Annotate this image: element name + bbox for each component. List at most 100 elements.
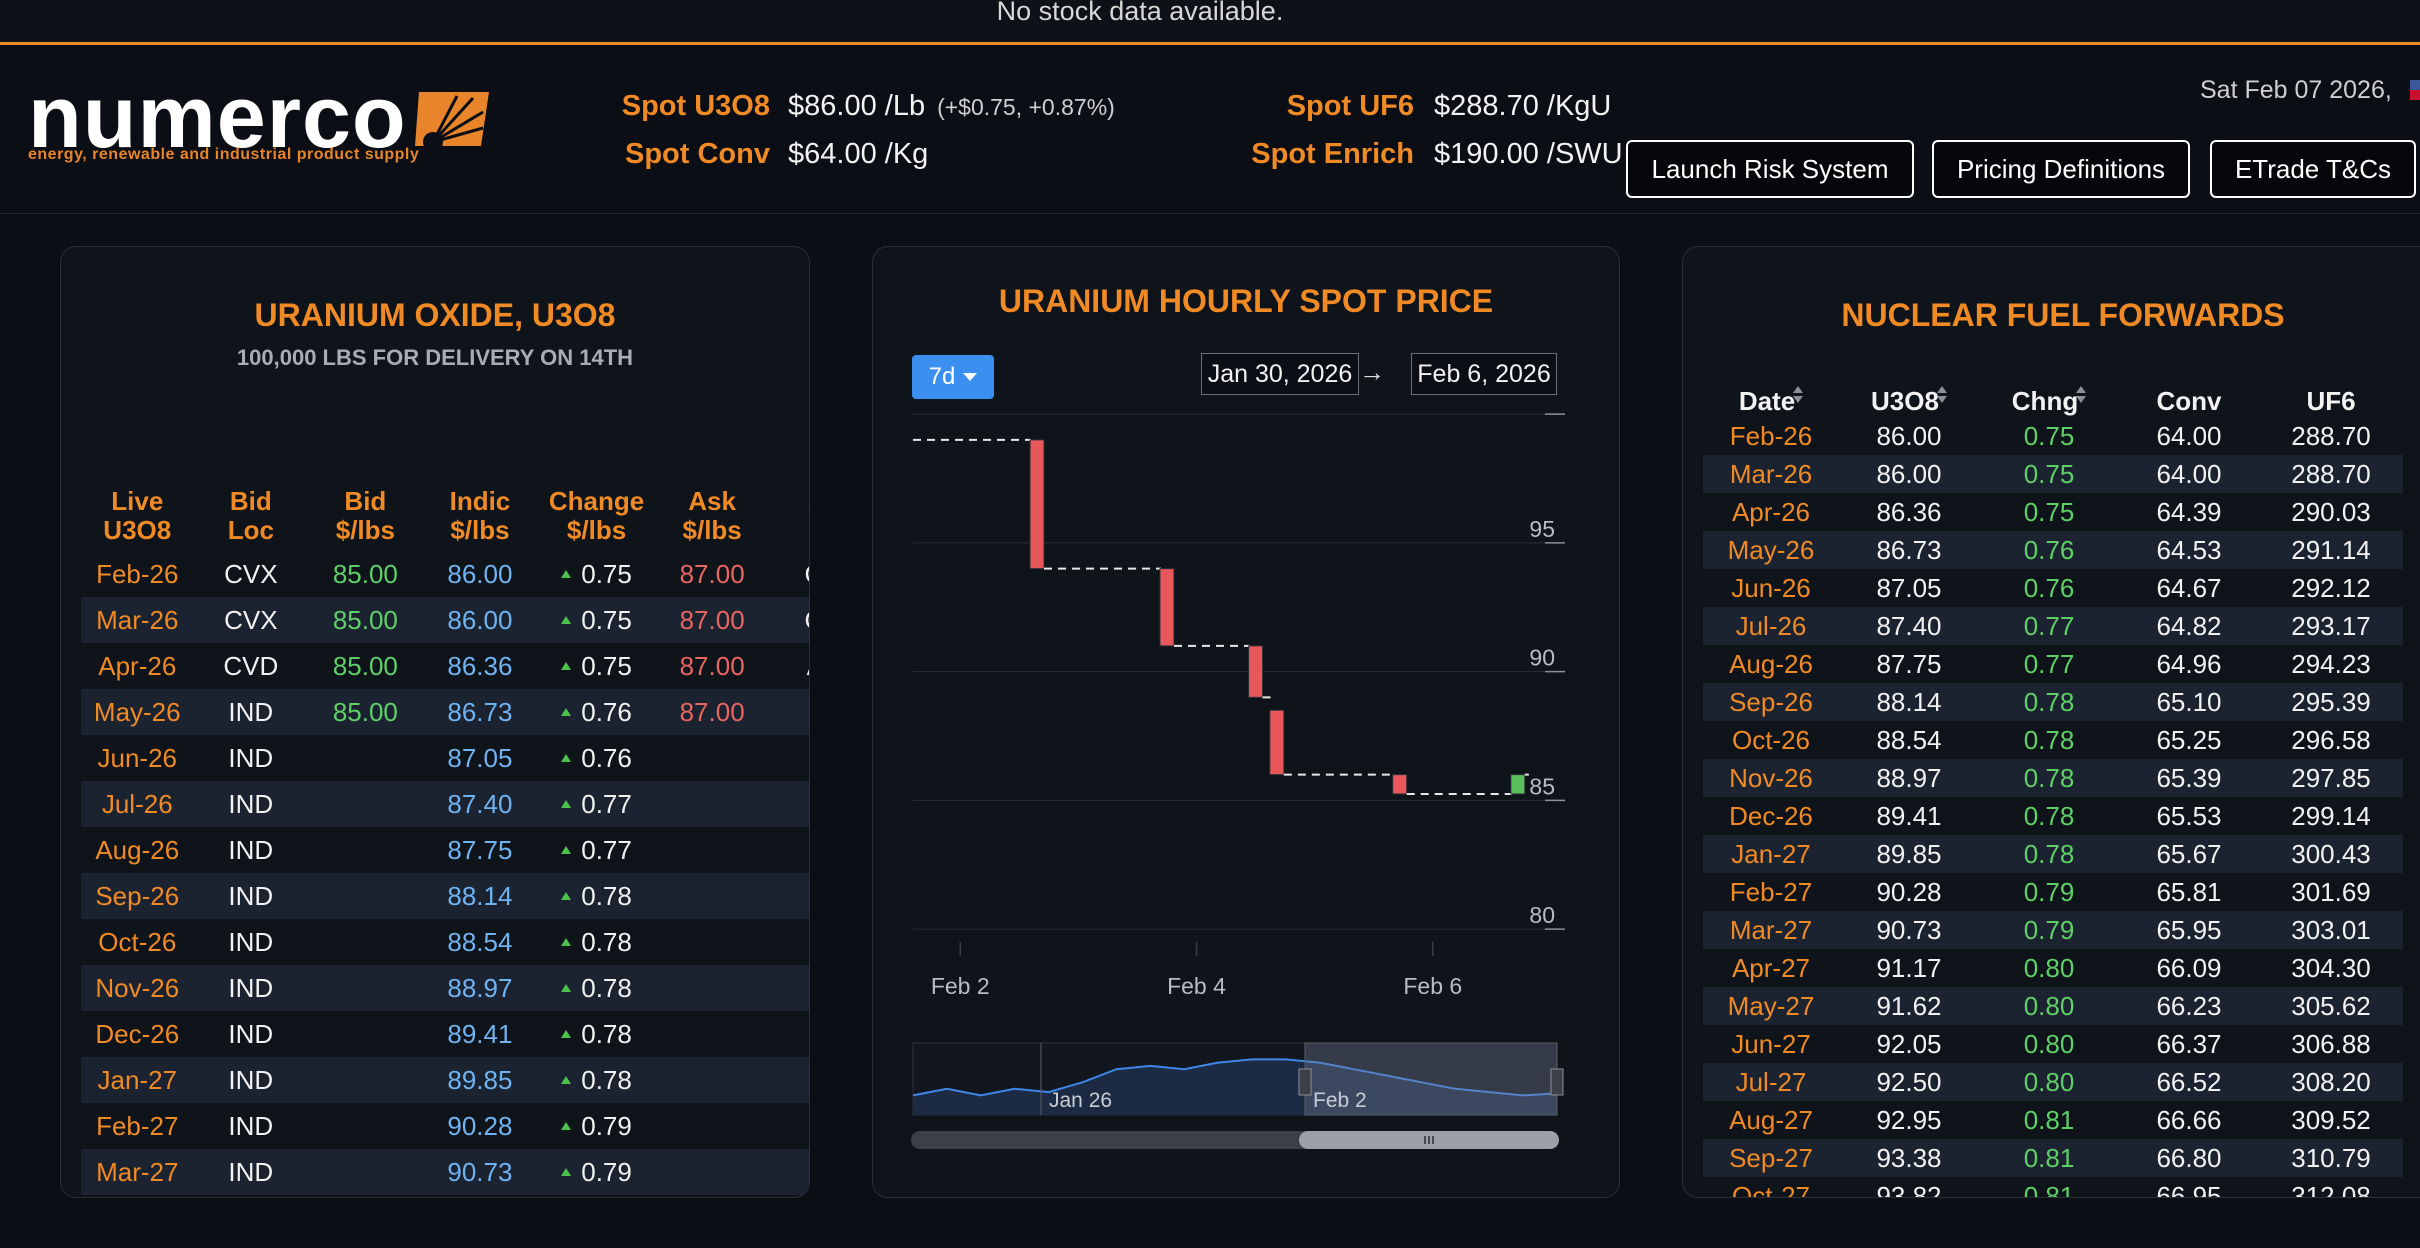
oxide-row[interactable]: Jun-26 IND 87.05 0.76 IN — [81, 735, 809, 781]
forwards-cell: 89.85 — [1839, 835, 1979, 873]
forwards-row[interactable]: Apr-26 86.36 0.75 64.39 290.03 — [1703, 493, 2403, 531]
up-arrow-icon — [561, 891, 572, 900]
oxide-row[interactable]: Oct-26 IND 88.54 0.78 IN — [81, 919, 809, 965]
forwards-cell: Feb-27 — [1729, 876, 1813, 907]
pricing-definitions-button[interactable]: Pricing Definitions — [1932, 140, 2190, 198]
change-value: 0.77 — [581, 788, 632, 819]
forwards-row[interactable]: Jun-27 92.05 0.80 66.37 306.88 — [1703, 1025, 2403, 1063]
date-from-input[interactable]: Jan 30, 2026 — [1201, 353, 1359, 395]
y-tick-label: 95 — [1529, 516, 1555, 542]
sort-icon[interactable] — [1936, 386, 1947, 404]
oxide-cell — [656, 1103, 769, 1149]
header-label: U3O8 — [1871, 386, 1939, 416]
sort-icon[interactable] — [2076, 386, 2087, 404]
forwards-col-header[interactable]: Conv — [2119, 369, 2259, 417]
forwards-row[interactable]: Oct-27 93.82 0.81 66.95 312.08 — [1703, 1177, 2403, 1198]
oxide-cell: 0.77 — [537, 827, 656, 873]
forwards-row[interactable]: Sep-27 93.38 0.81 66.80 310.79 — [1703, 1139, 2403, 1177]
hourly-price-chart[interactable]: 95 90 85 80 Feb 2 Feb 4 Feb 6 Jan 26 Feb 2 — [873, 247, 1620, 1198]
header-line: U3O8 — [103, 515, 172, 545]
header-line: Indic — [449, 486, 511, 516]
forwards-row[interactable]: Apr-27 91.17 0.80 66.09 304.30 — [1703, 949, 2403, 987]
forwards-row[interactable]: Jul-26 87.40 0.77 64.82 293.17 — [1703, 607, 2403, 645]
up-arrow-icon — [561, 615, 572, 624]
forwards-row[interactable]: Jul-27 92.50 0.80 66.52 308.20 — [1703, 1063, 2403, 1101]
sort-icon[interactable] — [1793, 386, 1804, 404]
header-line: Live — [111, 486, 164, 516]
us-flag-icon — [2410, 80, 2420, 100]
oxide-row[interactable]: Feb-27 IND 90.28 0.79 IN — [81, 1103, 809, 1149]
up-arrow-icon — [561, 753, 572, 762]
forwards-col-header[interactable]: Chng — [1979, 369, 2119, 417]
oxide-cell: 87.00 — [655, 689, 769, 735]
oxide-cell: 86.00 — [422, 597, 538, 643]
oxide-col-header[interactable]: Ask $/lbs — [656, 471, 769, 551]
forwards-cell: 304.30 — [2291, 952, 2371, 983]
forwards-cell: 92.95 — [1876, 1104, 1942, 1135]
forwards-row[interactable]: Jan-27 89.85 0.78 65.67 300.43 — [1703, 835, 2403, 873]
forwards-cell: 87.40 — [1839, 607, 1979, 645]
oxide-cell: Feb-27 — [96, 1110, 179, 1141]
oxide-col-header[interactable]: AsLo — [768, 471, 809, 551]
forwards-row[interactable]: Feb-26 86.00 0.75 64.00 288.70 — [1703, 417, 2403, 455]
oxide-col-header[interactable]: Live U3O8 — [81, 471, 194, 551]
forwards-row[interactable]: May-27 91.62 0.80 66.23 305.62 — [1703, 987, 2403, 1025]
oxide-cell: IN — [768, 1103, 809, 1149]
forwards-row[interactable]: Aug-27 92.95 0.81 66.66 309.52 — [1703, 1101, 2403, 1139]
etrade-tcs-button[interactable]: ETrade T&Cs — [2210, 140, 2416, 198]
forwards-row[interactable]: Mar-26 86.00 0.75 64.00 288.70 — [1703, 455, 2403, 493]
sun-burst-icon — [415, 92, 489, 150]
oxide-cell: 87.00 — [655, 597, 769, 643]
forwards-cell: 64.00 — [2119, 455, 2259, 493]
forwards-row[interactable]: May-26 86.73 0.76 64.53 291.14 — [1703, 531, 2403, 569]
oxide-row[interactable]: Dec-26 IND 89.41 0.78 IN — [81, 1011, 809, 1057]
forwards-row[interactable]: Mar-27 90.73 0.79 65.95 303.01 — [1703, 911, 2403, 949]
up-arrow-icon — [561, 569, 572, 578]
launch-risk-system-button[interactable]: Launch Risk System — [1626, 140, 1914, 198]
price-candle — [1510, 774, 1526, 795]
numerco-logo[interactable]: numerco energy, renewable and industrial… — [28, 73, 489, 173]
oxide-cell: 0.79 — [537, 1103, 656, 1149]
oxide-cell: CVX — [224, 558, 278, 589]
forwards-row[interactable]: Aug-26 87.75 0.77 64.96 294.23 — [1703, 645, 2403, 683]
forwards-cell: 91.17 — [1876, 952, 1942, 983]
forwards-cell: 308.20 — [2259, 1063, 2403, 1101]
forwards-row[interactable]: Sep-26 88.14 0.78 65.10 295.39 — [1703, 683, 2403, 721]
oxide-cell: 86.36 — [447, 650, 513, 681]
oxide-col-header[interactable]: Change $/lbs — [537, 471, 656, 551]
oxide-cell — [656, 1011, 769, 1057]
forwards-cell: 87.05 — [1876, 572, 1942, 603]
range-selector-button[interactable]: 7d — [912, 355, 994, 399]
oxide-row[interactable]: Aug-26 IND 87.75 0.77 IN — [81, 827, 809, 873]
oxide-row[interactable]: Apr-26 CVD 85.00 86.36 0.75 87.00 AN — [81, 643, 809, 689]
forwards-row[interactable]: Oct-26 88.54 0.78 65.25 296.58 — [1703, 721, 2403, 759]
date-to-input[interactable]: Feb 6, 2026 — [1411, 353, 1557, 395]
up-arrow-icon — [561, 661, 572, 670]
up-arrow-icon — [561, 1029, 572, 1038]
forwards-col-header[interactable]: UF6 — [2259, 369, 2403, 417]
forwards-row[interactable]: Jun-26 87.05 0.76 64.67 292.12 — [1703, 569, 2403, 607]
oxide-col-header[interactable]: Bid Loc — [194, 471, 309, 551]
oxide-cell — [656, 919, 769, 965]
oxide-row[interactable]: Feb-26 CVX 85.00 86.00 0.75 87.00 CM — [81, 551, 809, 597]
header-line: Bid — [229, 486, 272, 516]
forwards-col-header[interactable]: Date — [1703, 369, 1839, 417]
forwards-row[interactable]: Nov-26 88.97 0.78 65.39 297.85 — [1703, 759, 2403, 797]
oxide-col-header[interactable]: Bid $/lbs — [308, 471, 423, 551]
forwards-col-header[interactable]: U3O8 — [1839, 369, 1979, 417]
forwards-cell: 64.53 — [2119, 531, 2259, 569]
forwards-cell: 87.75 — [1876, 648, 1942, 679]
forwards-cell: Apr-27 — [1731, 952, 1811, 983]
forwards-row[interactable]: Dec-26 89.41 0.78 65.53 299.14 — [1703, 797, 2403, 835]
oxide-cell — [308, 873, 423, 919]
oxide-cell — [655, 1149, 769, 1195]
forwards-row[interactable]: Feb-27 90.28 0.79 65.81 301.69 — [1703, 873, 2403, 911]
oxide-col-header[interactable]: Indic $/lbs — [423, 471, 538, 551]
